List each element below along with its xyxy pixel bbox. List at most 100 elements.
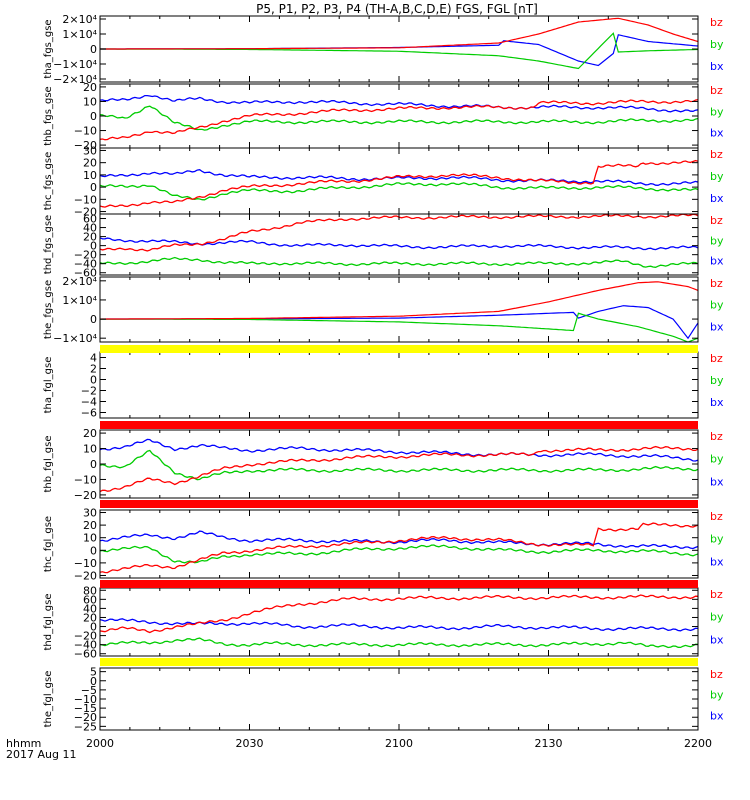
y-axis-label: the_fgs_gse: [43, 280, 54, 339]
y-tick-label: 20: [83, 81, 97, 94]
legend-bz: bz: [710, 668, 723, 681]
series-bx-line: [100, 237, 698, 251]
series-by-line: [100, 544, 698, 564]
y-tick-label: −10: [74, 125, 97, 138]
y-tick-label: 30: [83, 144, 97, 157]
status-bar-3: [100, 580, 698, 588]
y-tick-label: 0: [90, 621, 97, 634]
legend-bz: bz: [710, 430, 723, 443]
series-bx-line: [100, 438, 698, 462]
y-tick-label: −10: [74, 193, 97, 206]
status-bar-2: [100, 500, 698, 508]
y-tick-label: 30: [83, 507, 97, 520]
series-bx-line: [100, 169, 698, 186]
y-tick-label: 0: [90, 240, 97, 253]
status-bars: [100, 345, 698, 666]
y-tick-label: 40: [83, 222, 97, 235]
panel-tha_fgl_gse: 420−2−4−6 tha_fgl_gse bz by bx: [43, 351, 724, 420]
y-tick-label: 20: [83, 231, 97, 244]
y-tick-label: 4: [90, 352, 97, 365]
legend-by: by: [710, 105, 724, 118]
time-axis-label-date: 2017 Aug 11: [6, 748, 76, 761]
y-tick-label: −6: [81, 407, 97, 420]
y-tick-label: −2×10⁴: [53, 73, 97, 86]
legend-bx: bx: [710, 555, 724, 568]
legend-bx: bx: [710, 475, 724, 488]
series-bz-line: [100, 159, 698, 208]
legend-bx: bx: [710, 709, 724, 722]
plot-frame: [99, 429, 699, 499]
legend-bz: bz: [710, 510, 723, 523]
y-tick-label: −1×10⁴: [53, 58, 97, 71]
y-axis-label: tha_fgl_gse: [43, 357, 54, 414]
time-axis-label-hhmm: hhmm: [6, 737, 41, 750]
plot-frame: [99, 509, 699, 579]
legend-bx: bx: [710, 320, 724, 333]
y-tick-label: 60: [83, 593, 97, 606]
y-tick-label: 80: [83, 584, 97, 597]
y-tick-label: 0: [90, 374, 97, 387]
series-by-line: [100, 449, 698, 481]
legend-bz: bz: [710, 16, 723, 29]
series-bz-line: [100, 17, 698, 50]
y-tick-label: 2×10⁴: [62, 13, 97, 26]
y-tick-label: 10: [83, 532, 97, 545]
y-axis-label: thd_fgl_gse: [43, 594, 54, 651]
y-tick-label: −20: [74, 139, 97, 152]
time-axis: hhmm 2017 Aug 11 2000 2030 2100 2130 2200: [6, 737, 712, 761]
series-bx-line: [100, 34, 698, 67]
y-tick-label: 0: [90, 110, 97, 123]
y-tick-label: −2: [81, 385, 97, 398]
y-tick-label: −60: [74, 648, 97, 661]
y-tick-label: 0: [90, 675, 97, 688]
y-tick-label: 0: [90, 458, 97, 471]
legend-bz: bz: [710, 352, 723, 365]
legend-bz: bz: [710, 277, 723, 290]
legend-by: by: [710, 611, 724, 624]
panel-the_fgl_gse: 50−5−10−15−20−25 the_fgl_gse bz by bx: [43, 666, 724, 734]
series-bz-line: [100, 98, 698, 141]
y-tick-label: −4: [81, 396, 97, 409]
y-tick-label: 10: [83, 443, 97, 456]
y-tick-label: 0: [90, 43, 97, 56]
chart-title: P5, P1, P2, P3, P4 (TH-A,B,C,D,E) FGS, F…: [256, 2, 538, 16]
series-bx-line: [100, 94, 698, 113]
y-tick-label: 40: [83, 602, 97, 615]
time-tick-label: 2030: [236, 737, 264, 750]
series-bx-line: [100, 618, 698, 632]
time-tick-label: 2130: [535, 737, 563, 750]
y-tick-label: −20: [74, 711, 97, 724]
legend-by: by: [710, 234, 724, 247]
series-bz-line: [100, 522, 698, 574]
y-tick-label: 0: [90, 313, 97, 326]
legend-by: by: [710, 374, 724, 387]
time-tick-label: 2200: [684, 737, 712, 750]
y-tick-label: −10: [74, 473, 97, 486]
status-bar-1: [100, 421, 698, 429]
legend-bx: bx: [710, 633, 724, 646]
legend-by: by: [710, 453, 724, 466]
y-tick-label: 20: [83, 519, 97, 532]
series-by-line: [100, 256, 698, 268]
legend-bz: bz: [710, 214, 723, 227]
series-by-line: [100, 32, 698, 70]
legend-bx: bx: [710, 60, 724, 73]
y-tick-label: −60: [74, 267, 97, 280]
series-bz-line: [100, 594, 698, 634]
y-axis-label: tha_fgs_gse: [43, 19, 54, 78]
time-tick-label: 2100: [385, 737, 413, 750]
y-tick-label: −25: [74, 720, 97, 733]
y-tick-label: −10: [74, 693, 97, 706]
y-tick-label: −20: [74, 489, 97, 502]
y-tick-label: 10: [83, 169, 97, 182]
legend-by: by: [710, 533, 724, 546]
legend-bx: bx: [710, 255, 724, 268]
y-tick-label: −20: [74, 249, 97, 262]
panel-thb_fgl_gse: 20 10 0 −10 −20 thb_fgl_gse bz by bx: [43, 427, 724, 502]
